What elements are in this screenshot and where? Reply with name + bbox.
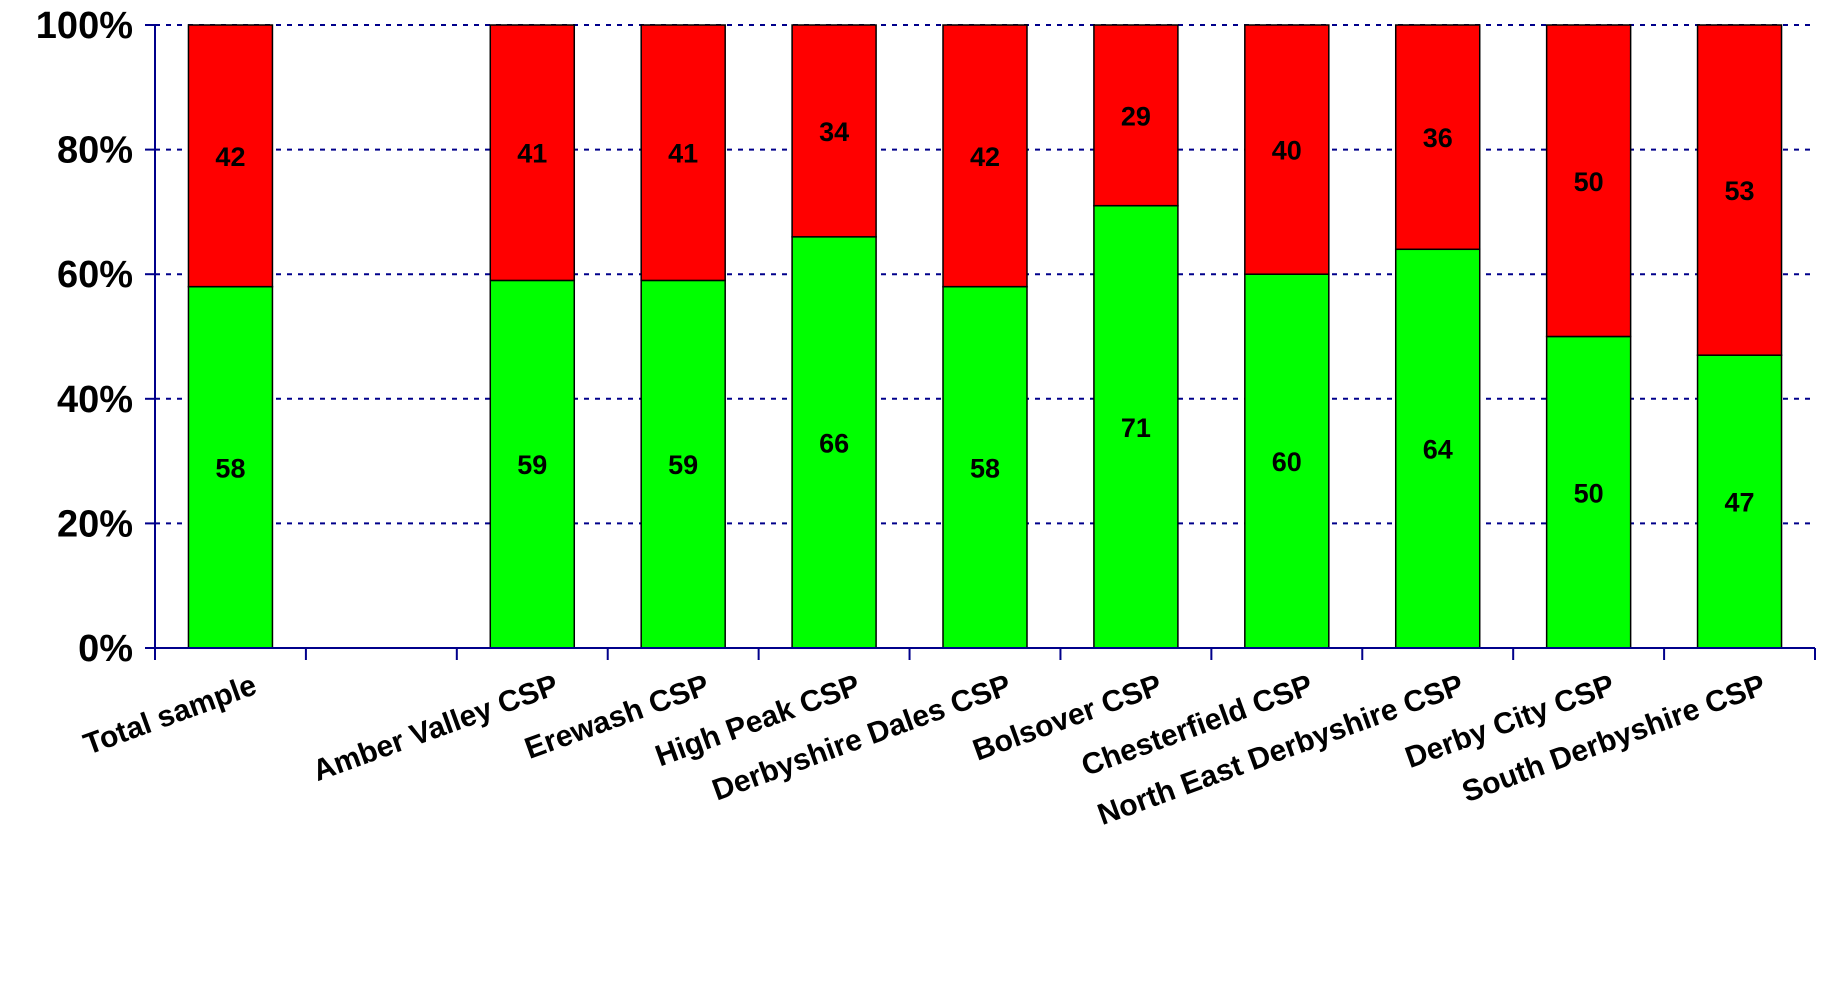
bar-segment bbox=[187, 285, 274, 649]
y-tick-label: 40% bbox=[57, 379, 133, 421]
bar-segment bbox=[1093, 24, 1179, 207]
y-tick-label: 100% bbox=[36, 5, 133, 47]
data-label: 58 bbox=[215, 453, 245, 483]
data-label: 66 bbox=[819, 428, 849, 458]
data-label: 60 bbox=[1272, 447, 1302, 477]
data-label: 50 bbox=[1574, 167, 1604, 197]
bar-segment bbox=[1394, 24, 1481, 251]
data-label: 59 bbox=[668, 450, 698, 480]
data-label: 41 bbox=[517, 139, 547, 169]
data-label: 36 bbox=[1423, 123, 1453, 153]
data-label: 53 bbox=[1725, 176, 1755, 206]
bar-segment bbox=[1696, 24, 1783, 356]
y-tick-label: 80% bbox=[57, 130, 133, 172]
data-label: 29 bbox=[1121, 101, 1151, 131]
data-label: 40 bbox=[1272, 136, 1302, 166]
data-label: 50 bbox=[1574, 478, 1604, 508]
y-tick-label: 20% bbox=[57, 503, 133, 545]
data-label: 47 bbox=[1725, 488, 1755, 518]
bar-segment bbox=[942, 24, 1028, 288]
bar-segment bbox=[489, 279, 576, 649]
bar-segment bbox=[489, 24, 576, 282]
bar-segment bbox=[1244, 273, 1330, 649]
bar-segment bbox=[1696, 354, 1783, 649]
data-label: 41 bbox=[668, 139, 698, 169]
data-label: 64 bbox=[1423, 435, 1453, 465]
data-label: 34 bbox=[819, 117, 849, 147]
y-tick-label: 0% bbox=[78, 628, 133, 670]
data-label: 42 bbox=[970, 142, 1000, 172]
bar-segment bbox=[1244, 24, 1330, 275]
x-tick-label: Total sample bbox=[79, 669, 261, 762]
data-label: 42 bbox=[215, 142, 245, 172]
labels: 0% 20% 40% 60% 80% 100% 58 42 59 41 59 41 66 34 58 42 71… bbox=[36, 5, 1770, 832]
bar-segment bbox=[942, 285, 1028, 649]
data-label: 59 bbox=[517, 450, 547, 480]
data-label: 71 bbox=[1121, 413, 1151, 443]
x-tick-label: Amber Valley CSP bbox=[308, 669, 562, 788]
y-tick-label: 60% bbox=[57, 254, 133, 296]
bar-segment bbox=[187, 24, 274, 288]
bars bbox=[187, 24, 1783, 649]
bar-segment bbox=[640, 24, 726, 282]
axes bbox=[145, 24, 1816, 660]
bar-segment bbox=[791, 24, 877, 238]
bar-segment bbox=[1545, 24, 1632, 338]
data-label: 58 bbox=[970, 453, 1000, 483]
